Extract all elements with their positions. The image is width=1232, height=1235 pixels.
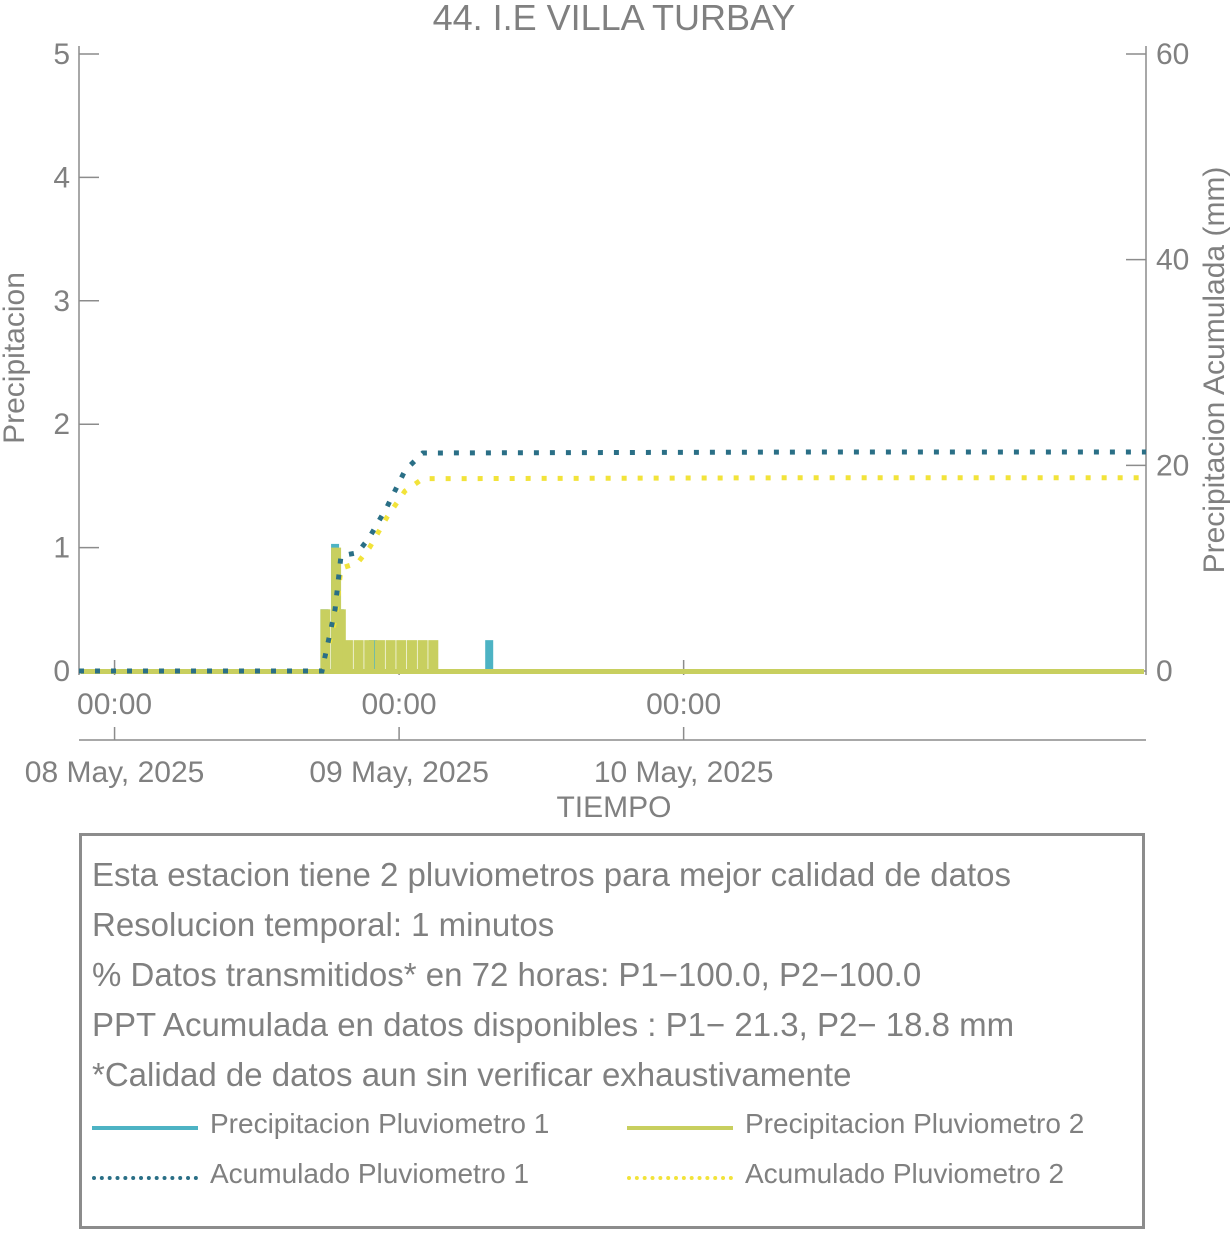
bar-precip-p2 (335, 609, 346, 671)
x-date-label: 09 May, 2025 (309, 756, 489, 789)
legend-label: Acumulado Pluviometro 2 (745, 1158, 1065, 1189)
cumulative-lines (79, 449, 1146, 674)
y2-tick-label: 40 (1156, 244, 1189, 277)
x-axis-ticks: 00:00 08 May, 2025 00:00 09 May, 2025 00:00 1… (25, 660, 774, 789)
legend-swatch-cum-p2 (627, 1176, 733, 1180)
y2-tick-label: 20 (1156, 449, 1189, 482)
legend-swatch-precip-p1 (92, 1126, 198, 1130)
x-tick-label: 00:00 (646, 688, 721, 721)
bar-precip-p2 (342, 640, 353, 671)
chart-title: 44. I.E VILLA TURBAY (433, 0, 796, 38)
bar-precip-p2 (406, 640, 417, 671)
bar-precip-p1 (485, 640, 494, 671)
y-tick-label: 2 (53, 408, 70, 441)
bar-precip-p2 (396, 640, 407, 671)
series-baseline (81, 669, 1144, 674)
y-tick-label: 1 (53, 532, 70, 565)
y2-tick-label: 60 (1156, 38, 1189, 71)
y-tick-label: 0 (53, 655, 70, 688)
bar-precip-p2 (320, 609, 331, 671)
y-axis-ticks: 0 1 2 3 4 5 (53, 38, 99, 688)
x-axis-label: TIEMPO (556, 791, 671, 824)
x-date-label: 08 May, 2025 (25, 756, 205, 789)
info-line-transmitted: % Datos transmitidos* en 72 horas: P1−10… (92, 956, 922, 993)
line-cumulative-p1 (79, 449, 1146, 674)
x-tick-label: 00:00 (77, 688, 152, 721)
info-panel: Esta estacion tiene 2 pluviometros para … (79, 833, 1145, 1229)
bar-precip-p2 (353, 640, 364, 671)
y-axis-label: Precipitacion (0, 272, 31, 444)
x-date-label: 10 May, 2025 (594, 756, 774, 789)
bar-precip-p2 (428, 640, 439, 671)
y-tick-label: 5 (53, 38, 70, 71)
y2-axis-label: Precipitacion Acumulada (mm) (1198, 167, 1231, 574)
legend-swatch-precip-p2 (627, 1126, 733, 1130)
info-line-stations: Esta estacion tiene 2 pluviometros para … (92, 856, 1012, 893)
bar-precip-p2 (385, 640, 396, 671)
y-tick-label: 4 (53, 161, 70, 194)
x-tick-label: 00:00 (362, 688, 437, 721)
info-line-quality: *Calidad de datos aun sin verificar exha… (92, 1056, 852, 1093)
info-line-accumulated: PPT Acumulada en datos disponibles : P1−… (92, 1006, 1015, 1043)
line-cumulative-p2 (79, 475, 1146, 674)
legend-label: Precipitacion Pluviometro 1 (210, 1108, 550, 1139)
bar-precip-p2 (417, 640, 428, 671)
legend-label: Precipitacion Pluviometro 2 (745, 1108, 1085, 1139)
legend-label: Acumulado Pluviometro 1 (210, 1158, 530, 1189)
y-tick-label: 3 (53, 285, 70, 318)
legend-swatch-cum-p1 (92, 1176, 198, 1180)
precipitation-chart: 44. I.E VILLA TURBAY 0 1 2 3 4 5 0 20 40 60 00:0… (0, 0, 1231, 824)
info-line-resolution: Resolucion temporal: 1 minutos (92, 906, 555, 943)
bar-precip-p2 (364, 640, 375, 671)
bar-precip-p2 (374, 640, 385, 671)
y2-axis-ticks: 0 20 40 60 (1126, 38, 1189, 688)
y2-tick-label: 0 (1156, 655, 1173, 688)
